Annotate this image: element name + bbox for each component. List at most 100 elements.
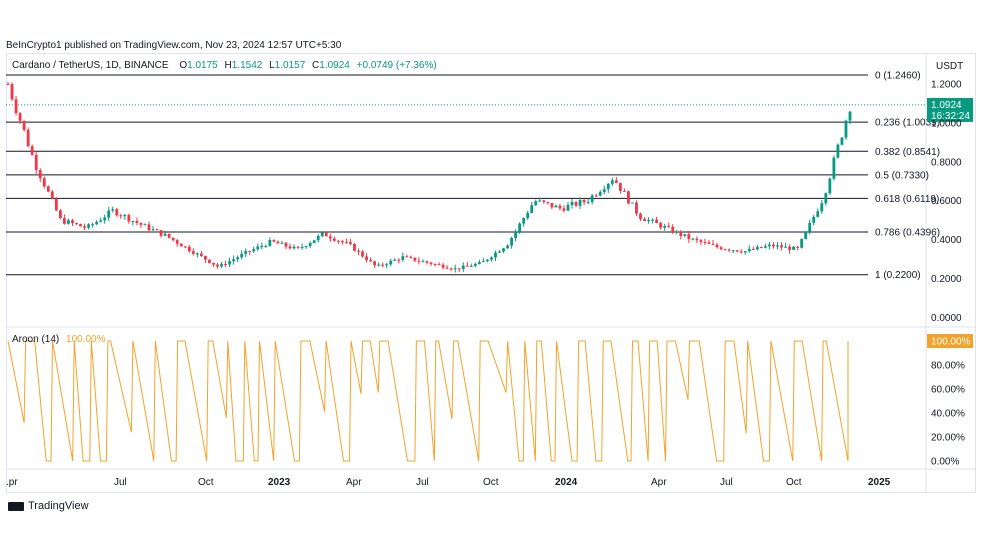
candle-body <box>30 146 34 155</box>
candle-body <box>401 256 405 260</box>
candle-body <box>320 232 324 236</box>
candle-body <box>663 226 667 228</box>
candle-body <box>119 215 123 217</box>
candle-body <box>304 246 308 248</box>
candle-body <box>67 220 70 224</box>
candle-body <box>780 245 783 248</box>
candle-body <box>167 233 171 238</box>
candle-body <box>99 220 103 222</box>
candle-body <box>171 237 175 241</box>
candle-body <box>91 224 95 226</box>
candle-body <box>763 246 767 248</box>
candle-body <box>260 245 264 247</box>
candle-body <box>224 264 227 266</box>
candle-body <box>651 219 654 221</box>
candle-body <box>582 199 586 203</box>
candle-body <box>461 265 465 269</box>
candle-body <box>614 180 618 183</box>
candle-body <box>409 256 413 258</box>
candle-body <box>336 240 340 242</box>
candle-body <box>42 178 46 187</box>
candlesticks <box>6 81 852 273</box>
candle-body <box>393 259 397 261</box>
candle-body <box>627 191 630 204</box>
candle-body <box>107 210 111 218</box>
aroon-indicator: 100.00% <box>7 334 973 462</box>
candle-body <box>264 245 268 247</box>
candle-body <box>586 201 590 203</box>
candle-body <box>465 265 469 267</box>
candle-body <box>236 257 240 260</box>
candle-body <box>759 246 763 248</box>
candle-body <box>349 242 352 244</box>
candle-body <box>385 264 389 266</box>
candle-body <box>127 215 131 222</box>
aroon-tick-label: 80.00% <box>931 361 965 372</box>
candle-body <box>828 178 832 194</box>
candle-body <box>14 99 18 114</box>
currency-label[interactable]: USDT <box>936 61 964 72</box>
candle-body <box>58 210 62 219</box>
price-tick-label: 0.6000 <box>931 196 962 207</box>
aroon-tick-label: 20.00% <box>931 433 965 444</box>
candle-body <box>445 267 449 269</box>
time-tick-label: Oct <box>786 477 802 488</box>
candle-body <box>296 246 300 248</box>
candle-body <box>687 234 691 240</box>
candle-body <box>328 236 332 239</box>
candle-body <box>183 246 187 248</box>
time-tick-label: 2024 <box>555 477 578 488</box>
candle-body <box>751 248 755 250</box>
candle-body <box>155 229 159 231</box>
candle-body <box>397 259 401 261</box>
candle-body <box>590 195 594 202</box>
candle-body <box>18 113 22 121</box>
high-label: H <box>224 60 232 71</box>
fib-label: 0.236 (1.0039) <box>875 118 940 129</box>
candle-body <box>643 219 646 221</box>
candle-body <box>776 245 779 247</box>
candle-body <box>574 201 578 206</box>
tradingview-brand[interactable]: TradingView <box>8 500 89 512</box>
candle-body <box>812 216 816 223</box>
candle-body <box>820 203 824 212</box>
publisher-caption: BeInCrypto1 published on TradingView.com… <box>6 40 342 51</box>
candle-body <box>405 256 409 258</box>
tradingview-logo-icon <box>8 501 24 511</box>
candle-body <box>220 264 223 267</box>
candle-body <box>175 240 179 244</box>
time-tick-label: 2023 <box>268 477 291 488</box>
candle-body <box>486 259 489 262</box>
time-tick-label: Apr <box>346 477 362 488</box>
candle-body <box>659 222 663 228</box>
time-tick-label: .pr <box>6 477 18 488</box>
candle-body <box>163 233 167 236</box>
candle-body <box>683 234 687 236</box>
candle-body <box>147 224 151 231</box>
candle-body <box>240 253 244 258</box>
candle-body <box>731 250 735 252</box>
symbol-name: Cardano / TetherUS, 1D, BINANCE <box>12 60 169 71</box>
candle-body <box>570 201 574 205</box>
candle-body <box>159 230 163 236</box>
candle-body <box>123 215 127 217</box>
candle-body <box>534 201 538 206</box>
last-price-value: 1.0924 <box>931 100 962 111</box>
candle-body <box>433 264 437 266</box>
candle-body <box>453 268 457 270</box>
candle-body <box>594 195 598 197</box>
candle-body <box>212 262 215 265</box>
candle-body <box>79 224 82 227</box>
candle-body <box>469 265 473 267</box>
time-tick-label: Oct <box>483 477 499 488</box>
candle-body <box>135 220 139 223</box>
candle-body <box>538 200 542 202</box>
time-axis: .pr Jul Oct 2023 Apr Jul Oct 2024 Apr Jul Oct 2025 <box>6 477 891 488</box>
candle-body <box>232 259 236 262</box>
candle-body <box>675 231 679 233</box>
candle-body <box>739 251 743 253</box>
candle-body <box>425 261 429 263</box>
candle-body <box>788 246 791 250</box>
candle-body <box>832 157 836 179</box>
